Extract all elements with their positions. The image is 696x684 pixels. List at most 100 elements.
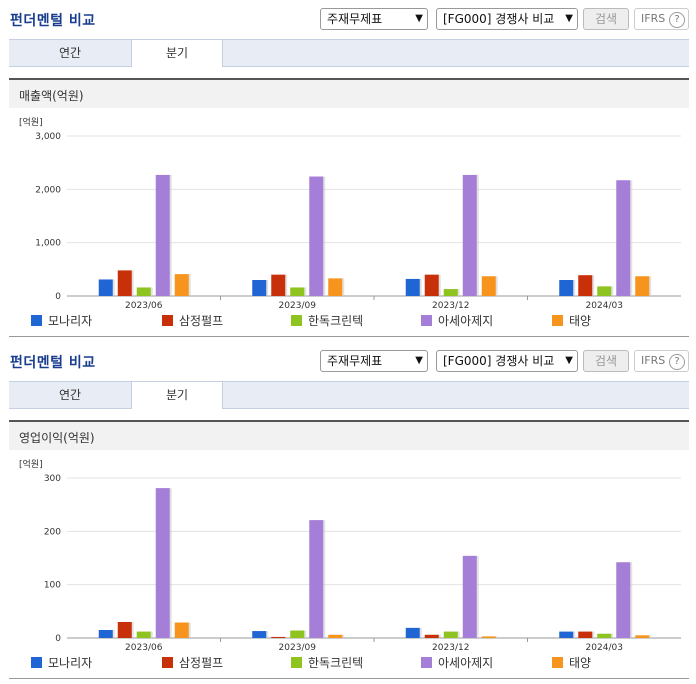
y-tick-label: 300 xyxy=(44,474,61,484)
x-tick-label: 2023/12 xyxy=(432,643,469,652)
tab-annual[interactable]: 연간 xyxy=(58,46,82,60)
legend-item[interactable]: 모나리자 xyxy=(31,654,92,672)
ifrs-button[interactable]: IFRS ? xyxy=(634,350,689,372)
help-icon: ? xyxy=(669,354,685,370)
bar xyxy=(136,287,151,296)
statement-select[interactable]: 주재무제표 ▼ xyxy=(320,350,428,372)
legend-swatch xyxy=(421,657,432,668)
chevron-down-icon: ▼ xyxy=(415,13,423,24)
bar xyxy=(462,174,477,296)
section-title: 영업이익(억원) xyxy=(19,431,95,445)
bar xyxy=(98,279,113,296)
page-title: 펀더멘털 비교 xyxy=(10,355,96,371)
legend-label: 모나리자 xyxy=(48,656,93,670)
bar xyxy=(117,622,132,638)
legend-item[interactable]: 태양 xyxy=(552,654,591,672)
search-button[interactable]: 검색 xyxy=(583,8,629,30)
divider xyxy=(9,336,689,337)
bar xyxy=(290,630,305,638)
bar xyxy=(481,276,496,296)
legend-item[interactable]: 모나리자 xyxy=(31,312,92,330)
x-tick-label: 2024/03 xyxy=(586,301,623,310)
legend-label: 모나리자 xyxy=(48,314,93,328)
search-button[interactable]: 검색 xyxy=(583,350,629,372)
y-tick-label: 1,000 xyxy=(35,239,61,249)
bar xyxy=(443,631,458,638)
legend-item[interactable]: 한독크린텍 xyxy=(291,654,363,672)
legend-item[interactable]: 아세아제지 xyxy=(421,654,493,672)
legend-label: 삼정펄프 xyxy=(179,656,224,670)
legend-swatch xyxy=(291,657,302,668)
page-title: 펀더멘털 비교 xyxy=(10,13,96,29)
legend-swatch xyxy=(162,657,173,668)
bar xyxy=(597,633,612,638)
bar xyxy=(309,520,324,638)
bar xyxy=(616,180,631,296)
bar xyxy=(252,280,267,296)
bar xyxy=(559,631,574,638)
bar xyxy=(559,280,574,296)
legend-item[interactable]: 한독크린텍 xyxy=(291,312,363,330)
tab-quarterly[interactable]: 분기 xyxy=(131,381,223,409)
peer-group-select-value: [FG000] 경쟁사 비교 xyxy=(443,354,555,368)
bar xyxy=(271,636,286,638)
chart-legend: 모나리자 삼정펄프 한독크린텍 아세아제지 태양 xyxy=(9,312,689,330)
panel-operating-profit: 펀더멘털 비교 주재무제표 ▼ [FG000] 경쟁사 비교 ▼ 검색 IFRS… xyxy=(0,342,696,684)
x-tick-label: 2023/06 xyxy=(125,301,163,310)
bar xyxy=(328,278,343,296)
peer-group-select-value: [FG000] 경쟁사 비교 xyxy=(443,12,555,26)
y-tick-label: 100 xyxy=(44,581,61,591)
bar xyxy=(309,176,324,296)
bar xyxy=(443,289,458,296)
bar xyxy=(174,274,189,296)
bar xyxy=(578,275,593,296)
legend-swatch xyxy=(552,657,563,668)
legend-label: 한독크린텍 xyxy=(308,314,364,328)
bar xyxy=(174,622,189,638)
revenue-chart: [억원] 0 1,000 2,000 3,000 2023/06 2023/09 2023/1… xyxy=(9,110,689,311)
legend-item[interactable]: 삼정펄프 xyxy=(162,654,223,672)
legend-label: 아세아제지 xyxy=(438,314,494,328)
section-header: 매출액(억원) xyxy=(9,78,689,108)
ifrs-label: IFRS xyxy=(641,354,666,367)
bar xyxy=(117,270,132,296)
y-unit-label: [억원] xyxy=(19,458,43,470)
y-tick-label: 3,000 xyxy=(35,132,61,142)
legend-swatch xyxy=(291,315,302,326)
legend-item[interactable]: 아세아제지 xyxy=(421,312,493,330)
bar xyxy=(635,635,650,638)
section-header: 영업이익(억원) xyxy=(9,420,689,450)
legend-label: 삼정펄프 xyxy=(179,314,224,328)
x-tick-label: 2023/12 xyxy=(432,301,469,310)
legend-label: 태양 xyxy=(569,314,592,328)
statement-select-value: 주재무제표 xyxy=(327,354,383,368)
y-tick-label: 200 xyxy=(44,527,61,537)
panel-header: 펀더멘털 비교 주재무제표 ▼ [FG000] 경쟁사 비교 ▼ 검색 IFRS… xyxy=(0,342,696,380)
legend-swatch xyxy=(31,657,42,668)
bar xyxy=(155,488,170,638)
bar xyxy=(578,631,593,638)
bar xyxy=(136,631,151,638)
bar xyxy=(328,634,343,638)
legend-swatch xyxy=(552,315,563,326)
legend-item[interactable]: 삼정펄프 xyxy=(162,312,223,330)
legend-label: 한독크린텍 xyxy=(308,656,364,670)
bar xyxy=(462,555,477,638)
ifrs-label: IFRS xyxy=(641,12,666,25)
peer-group-select[interactable]: [FG000] 경쟁사 비교 ▼ xyxy=(436,350,578,372)
tab-annual[interactable]: 연간 xyxy=(58,388,82,402)
bar xyxy=(405,627,420,638)
legend-item[interactable]: 태양 xyxy=(552,312,591,330)
bar xyxy=(405,278,420,296)
revenue-chart-svg: [억원] 0 1,000 2,000 3,000 2023/06 2023/09 2023/1… xyxy=(19,116,681,311)
peer-group-select[interactable]: [FG000] 경쟁사 비교 ▼ xyxy=(436,8,578,30)
y-tick-label: 0 xyxy=(55,292,61,302)
tab-quarterly[interactable]: 분기 xyxy=(131,39,223,67)
y-tick-label: 0 xyxy=(55,634,61,644)
help-icon: ? xyxy=(669,12,685,28)
bar xyxy=(252,631,267,638)
x-tick-label: 2023/06 xyxy=(125,643,163,652)
ifrs-button[interactable]: IFRS ? xyxy=(634,8,689,30)
divider xyxy=(9,678,689,679)
statement-select[interactable]: 주재무제표 ▼ xyxy=(320,8,428,30)
